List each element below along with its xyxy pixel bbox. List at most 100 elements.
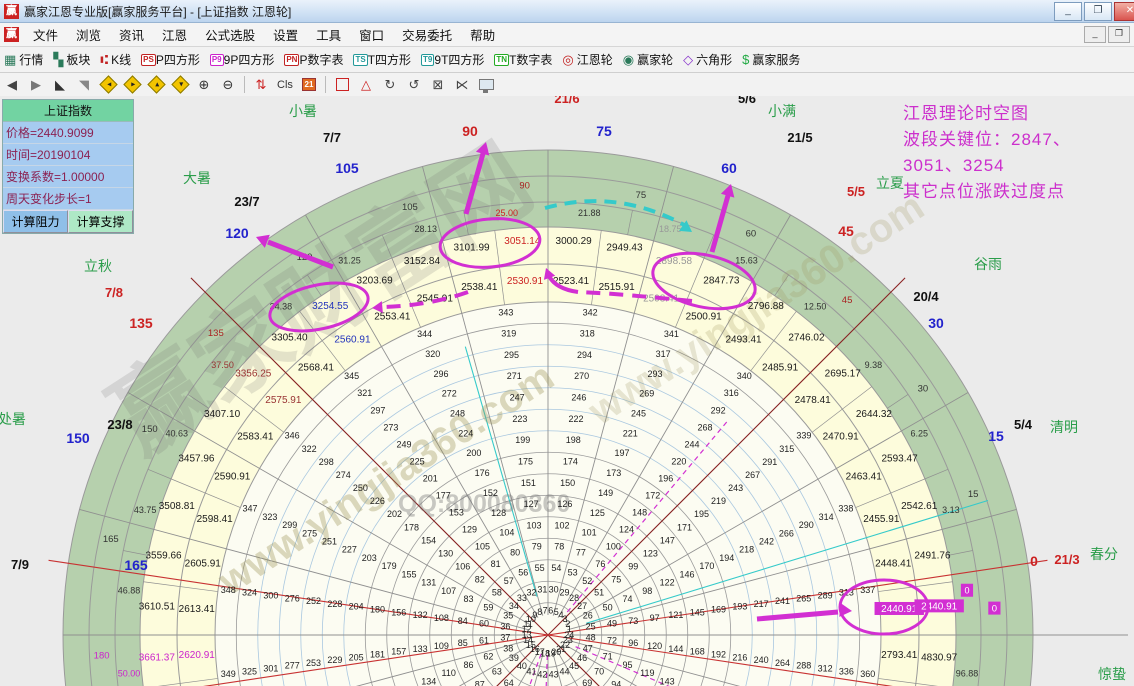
svg-text:3000.29: 3000.29 <box>556 236 593 247</box>
step-down[interactable]: ▾ <box>169 75 191 94</box>
svg-text:2746.02: 2746.02 <box>788 332 825 343</box>
svg-text:62: 62 <box>483 652 493 662</box>
svg-text:8: 8 <box>537 607 542 617</box>
menu-item-工具[interactable]: 工具 <box>316 29 342 43</box>
menu-item-设置[interactable]: 设置 <box>273 29 299 43</box>
svg-text:290: 290 <box>799 520 814 530</box>
step-up[interactable]: ▴ <box>145 75 167 94</box>
svg-text:2530.91: 2530.91 <box>507 276 544 287</box>
toolbar-label: P数字表 <box>299 53 344 67</box>
toolbar-item-六角形[interactable]: ◇ 六角形 <box>679 50 738 69</box>
svg-text:360: 360 <box>860 669 875 679</box>
toolbar-item-T四方形[interactable]: TS T四方形 <box>349 50 417 69</box>
svg-text:0: 0 <box>992 604 997 615</box>
svg-text:谷雨: 谷雨 <box>974 256 1002 272</box>
menu-item-窗口[interactable]: 窗口 <box>359 29 385 43</box>
svg-text:57: 57 <box>504 576 514 586</box>
menu-item-帮助[interactable]: 帮助 <box>470 29 496 43</box>
screen-tool[interactable] <box>475 75 497 94</box>
blocks-icon: ▚ <box>53 52 64 67</box>
info-row: 变换系数=1.00000 <box>3 166 133 188</box>
calendar[interactable]: 21 <box>298 75 320 94</box>
toolbar-item-K线[interactable]: ⑆ K线 <box>96 50 137 69</box>
zoom-out[interactable]: ⊖ <box>222 76 234 92</box>
svg-text:275: 275 <box>302 528 317 538</box>
toolbar-item-P数字表[interactable]: PN P数字表 <box>280 50 349 69</box>
svg-text:3203.69: 3203.69 <box>357 275 394 286</box>
triangle-tool[interactable]: △ <box>361 76 371 92</box>
svg-text:173: 173 <box>606 468 621 478</box>
mdi-button[interactable]: ❐ <box>1108 26 1130 43</box>
svg-text:52: 52 <box>582 576 592 586</box>
svg-text:69: 69 <box>582 678 592 686</box>
toolbar-item-P四方形[interactable]: PS P四方形 <box>137 50 206 69</box>
svg-text:2553.41: 2553.41 <box>374 311 411 322</box>
toolbar-item-江恩轮[interactable]: ◎ 江恩轮 <box>558 50 618 69</box>
mdi-button[interactable]: _ <box>1084 26 1106 43</box>
menu-app-icon: 赢 <box>4 27 19 42</box>
rotate-ccw[interactable]: ↺ <box>408 76 420 92</box>
info-row: 时间=20190104 <box>3 144 133 166</box>
menu-item-浏览[interactable]: 浏览 <box>76 29 102 43</box>
menu-item-文件[interactable]: 文件 <box>33 29 59 43</box>
fit-tool[interactable]: ⋉ <box>455 76 469 92</box>
calc-button-resistance[interactable]: 计算阻力 <box>3 210 68 233</box>
updown-values[interactable]: ⇅ <box>255 76 267 92</box>
svg-text:180: 180 <box>94 650 110 661</box>
svg-text:103: 103 <box>526 520 541 530</box>
svg-text:122: 122 <box>660 578 675 588</box>
toolbar-label: K线 <box>111 53 132 67</box>
svg-text:107: 107 <box>441 586 456 596</box>
menu-item-交易委托[interactable]: 交易委托 <box>402 29 453 43</box>
svg-text:21/3: 21/3 <box>1054 552 1079 567</box>
svg-text:291: 291 <box>762 457 777 467</box>
calc-button-support[interactable]: 计算支撑 <box>68 210 133 233</box>
svg-text:124: 124 <box>619 525 634 535</box>
menu-item-公式选股[interactable]: 公式选股 <box>205 29 256 43</box>
svg-text:2448.41: 2448.41 <box>875 558 912 569</box>
instrument-title: 上证指数 <box>3 100 133 122</box>
svg-text:165: 165 <box>124 557 148 573</box>
menu-item-江恩[interactable]: 江恩 <box>162 29 188 43</box>
step-left[interactable]: ◂ <box>97 75 119 94</box>
back-arrow[interactable]: ◀ <box>7 76 17 92</box>
svg-text:105: 105 <box>475 542 490 552</box>
cls-button[interactable]: Cls <box>277 78 293 91</box>
step-right[interactable]: ▸ <box>121 75 143 94</box>
svg-text:339: 339 <box>796 431 811 441</box>
toolbar-item-板块[interactable]: ▚ 板块 <box>49 50 96 69</box>
minimize-button[interactable]: _ <box>1054 2 1082 21</box>
zoom-in[interactable]: ⊕ <box>198 76 210 92</box>
ring-price_outer: 2440.91 2491.76 2542.61 2593.47 2644.32 2695.… <box>139 236 964 664</box>
rotate-left-tri[interactable]: ◣ <box>55 76 65 92</box>
svg-text:249: 249 <box>397 439 412 449</box>
svg-text:2620.91: 2620.91 <box>179 650 216 661</box>
menu-item-资讯[interactable]: 资讯 <box>119 29 145 43</box>
restore-button[interactable]: ❐ <box>1084 2 1112 21</box>
svg-text:158: 158 <box>401 685 416 686</box>
svg-text:96: 96 <box>628 638 638 648</box>
delete-box[interactable]: ⊠ <box>432 76 444 92</box>
toolbar-item-行情[interactable]: ▦ 行情 <box>0 50 49 69</box>
svg-text:217: 217 <box>754 599 769 609</box>
svg-text:3508.81: 3508.81 <box>159 501 196 512</box>
square-tool[interactable] <box>331 75 353 94</box>
svg-text:252: 252 <box>306 596 321 606</box>
svg-text:46: 46 <box>577 653 587 663</box>
toolbar-item-9P四方形[interactable]: P9 9P四方形 <box>206 50 280 69</box>
svg-text:194: 194 <box>719 553 734 563</box>
close-button[interactable]: ✕ <box>1114 2 1134 21</box>
rotate-cw[interactable]: ↻ <box>384 76 396 92</box>
svg-text:228: 228 <box>327 599 342 609</box>
rotate-right-tri[interactable]: ◥ <box>79 76 89 92</box>
toolbar-item-9T四方形[interactable]: T9 9T四方形 <box>417 50 490 69</box>
toolbar-item-赢家服务[interactable]: $ 赢家服务 <box>738 50 806 69</box>
toolbar-item-赢家轮[interactable]: ◉ 赢家轮 <box>619 50 679 69</box>
svg-text:55: 55 <box>535 563 545 573</box>
svg-text:3.13: 3.13 <box>942 505 960 515</box>
svg-text:78: 78 <box>554 542 564 552</box>
svg-text:74: 74 <box>622 594 632 604</box>
forward-arrow[interactable]: ▶ <box>31 76 41 92</box>
toolbar-item-T数字表[interactable]: TN T数字表 <box>490 50 558 69</box>
